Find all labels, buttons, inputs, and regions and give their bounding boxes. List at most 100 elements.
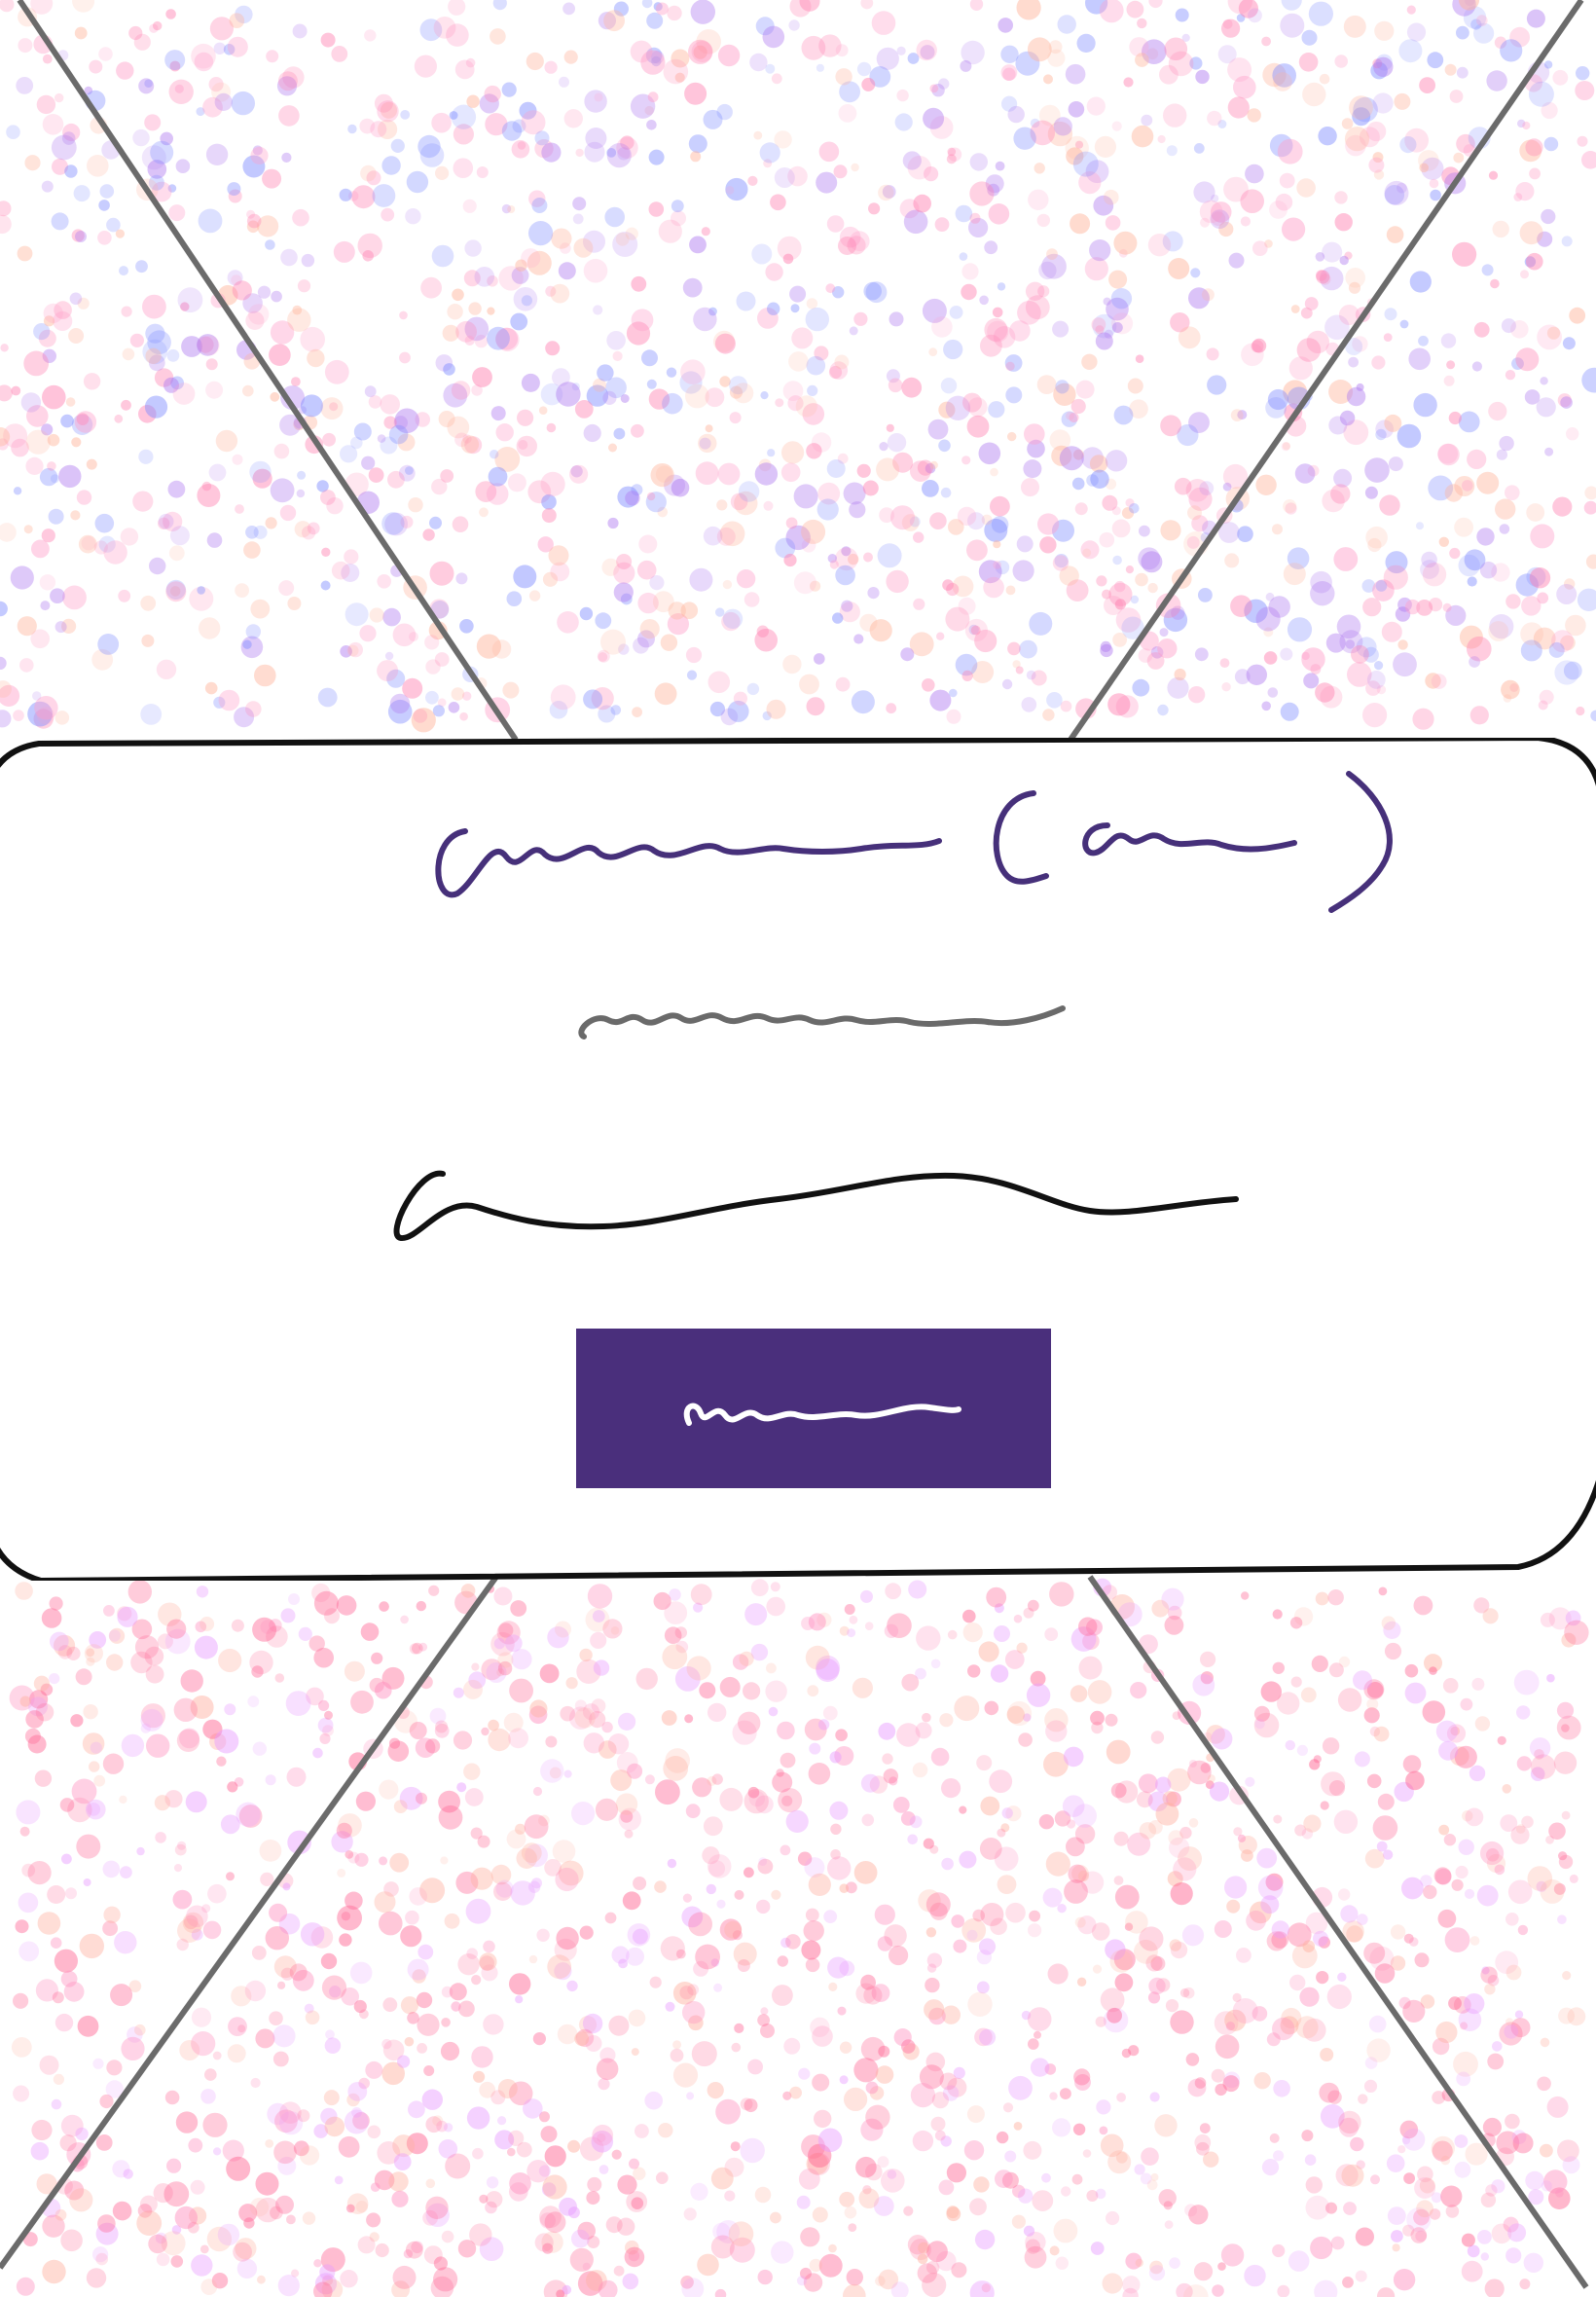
confetti-dot	[1129, 399, 1148, 419]
confetti-dot	[1140, 2172, 1152, 2185]
confetti-dot	[277, 2156, 297, 2175]
confetti-dot	[1112, 633, 1127, 647]
confetti-dot	[122, 347, 135, 361]
confetti-dot	[1006, 1700, 1033, 1727]
confetti-dot	[244, 701, 262, 717]
confetti-dot	[148, 174, 164, 191]
confetti-dot	[1320, 266, 1344, 291]
confetti-dot	[1214, 2011, 1239, 2035]
confetti-dot	[618, 643, 630, 655]
confetti-dot	[961, 40, 985, 65]
confetti-dot	[1464, 1993, 1485, 2015]
confetti-dot	[205, 143, 229, 165]
confetti-dot	[429, 561, 454, 586]
confetti-dot	[521, 110, 546, 135]
confetti-dot	[1303, 1814, 1322, 1833]
confetti-dot	[1039, 536, 1057, 554]
confetti-dot	[1343, 15, 1366, 38]
confetti-dot	[777, 1721, 795, 1740]
confetti-dot	[1469, 1765, 1486, 1782]
confetti-dot	[1458, 2008, 1482, 2031]
confetti-dot	[928, 347, 938, 357]
confetti-dot	[1505, 2113, 1520, 2130]
confetti-dot	[231, 91, 255, 116]
confetti-dot	[1081, 447, 1104, 469]
confetti-dot	[946, 2163, 967, 2183]
confetti-dot	[969, 181, 995, 206]
confetti-dot	[10, 565, 34, 590]
confetti-dot	[1116, 2093, 1126, 2102]
confetti-dot	[102, 1920, 118, 1937]
confetti-dot	[42, 114, 64, 135]
confetti-dot	[424, 635, 440, 650]
confetti-dot	[1303, 673, 1320, 689]
confetti-dot	[631, 309, 654, 332]
confetti-dot	[967, 512, 985, 530]
confetti-dot	[1007, 105, 1025, 124]
confetti-dot	[52, 1991, 64, 2004]
confetti-dot	[1043, 1751, 1069, 1777]
confetti-dot	[984, 317, 1008, 342]
confetti-dot	[1029, 611, 1053, 636]
confetti-dot	[1200, 217, 1210, 228]
confetti-dot	[1099, 2126, 1108, 2135]
confetti-dot	[488, 466, 508, 487]
confetti-dot	[524, 1814, 549, 1840]
confetti-dot	[1333, 468, 1353, 488]
confetti-dot	[49, 1673, 60, 1685]
confetti-dot	[532, 2032, 547, 2046]
confetti-dot	[1282, 442, 1290, 451]
confetti-dot	[218, 689, 240, 711]
confetti-dot	[412, 1969, 426, 1984]
confetti-dot	[387, 1740, 410, 1762]
confetti-dot	[1121, 616, 1144, 639]
confetti-dot	[947, 1629, 958, 1640]
confetti-dot	[208, 463, 227, 482]
confetti-dot	[1023, 1713, 1032, 1722]
confetti-dot	[1245, 164, 1264, 184]
confetti-dot	[311, 1583, 331, 1603]
confetti-dot	[936, 2250, 957, 2272]
confetti-dot	[913, 531, 925, 543]
confetti-dot	[995, 560, 1010, 575]
confetti-dot	[1564, 1620, 1589, 1646]
confetti-dot	[631, 275, 647, 292]
confetti-dot	[780, 1844, 791, 1856]
confetti-dot	[252, 468, 272, 489]
confetti-dot	[1188, 412, 1210, 433]
confetti-dot	[812, 2025, 833, 2047]
confetti-dot	[1525, 138, 1543, 157]
primary-action-button[interactable]	[576, 1329, 1051, 1488]
confetti-dot	[1495, 498, 1516, 520]
confetti-dot	[425, 2196, 449, 2219]
confetti-dot	[762, 25, 785, 49]
confetti-dot	[1290, 1676, 1302, 1688]
confetti-dot	[93, 540, 108, 555]
confetti-dot	[939, 1713, 954, 1728]
confetti-dot	[115, 229, 125, 238]
confetti-dot	[1245, 1776, 1255, 1787]
confetti-dot	[310, 1926, 334, 1949]
confetti-dot	[25, 429, 51, 455]
confetti-dot	[1464, 1888, 1475, 1899]
confetti-dot	[814, 653, 825, 665]
confetti-dot	[452, 288, 464, 302]
confetti-dot	[655, 2, 669, 16]
confetti-dot	[1345, 268, 1365, 288]
confetti-dot	[138, 405, 157, 423]
confetti-dot	[617, 2174, 637, 2195]
confetti-dot	[538, 1814, 550, 1827]
confetti-dot	[969, 2198, 987, 2216]
confetti-dot	[1373, 56, 1394, 77]
confetti-dot	[729, 385, 744, 399]
confetti-dot	[1476, 528, 1495, 546]
confetti-dot	[1320, 2103, 1345, 2129]
confetti-dot	[1230, 595, 1252, 617]
confetti-dot	[737, 1959, 750, 1972]
confetti-dot	[1281, 2007, 1302, 2029]
confetti-dot	[1560, 635, 1576, 651]
confetti-dot	[54, 711, 70, 725]
confetti-dot	[1548, 2187, 1571, 2209]
confetti-dot	[195, 1621, 207, 1633]
confetti-dot	[69, 292, 83, 306]
